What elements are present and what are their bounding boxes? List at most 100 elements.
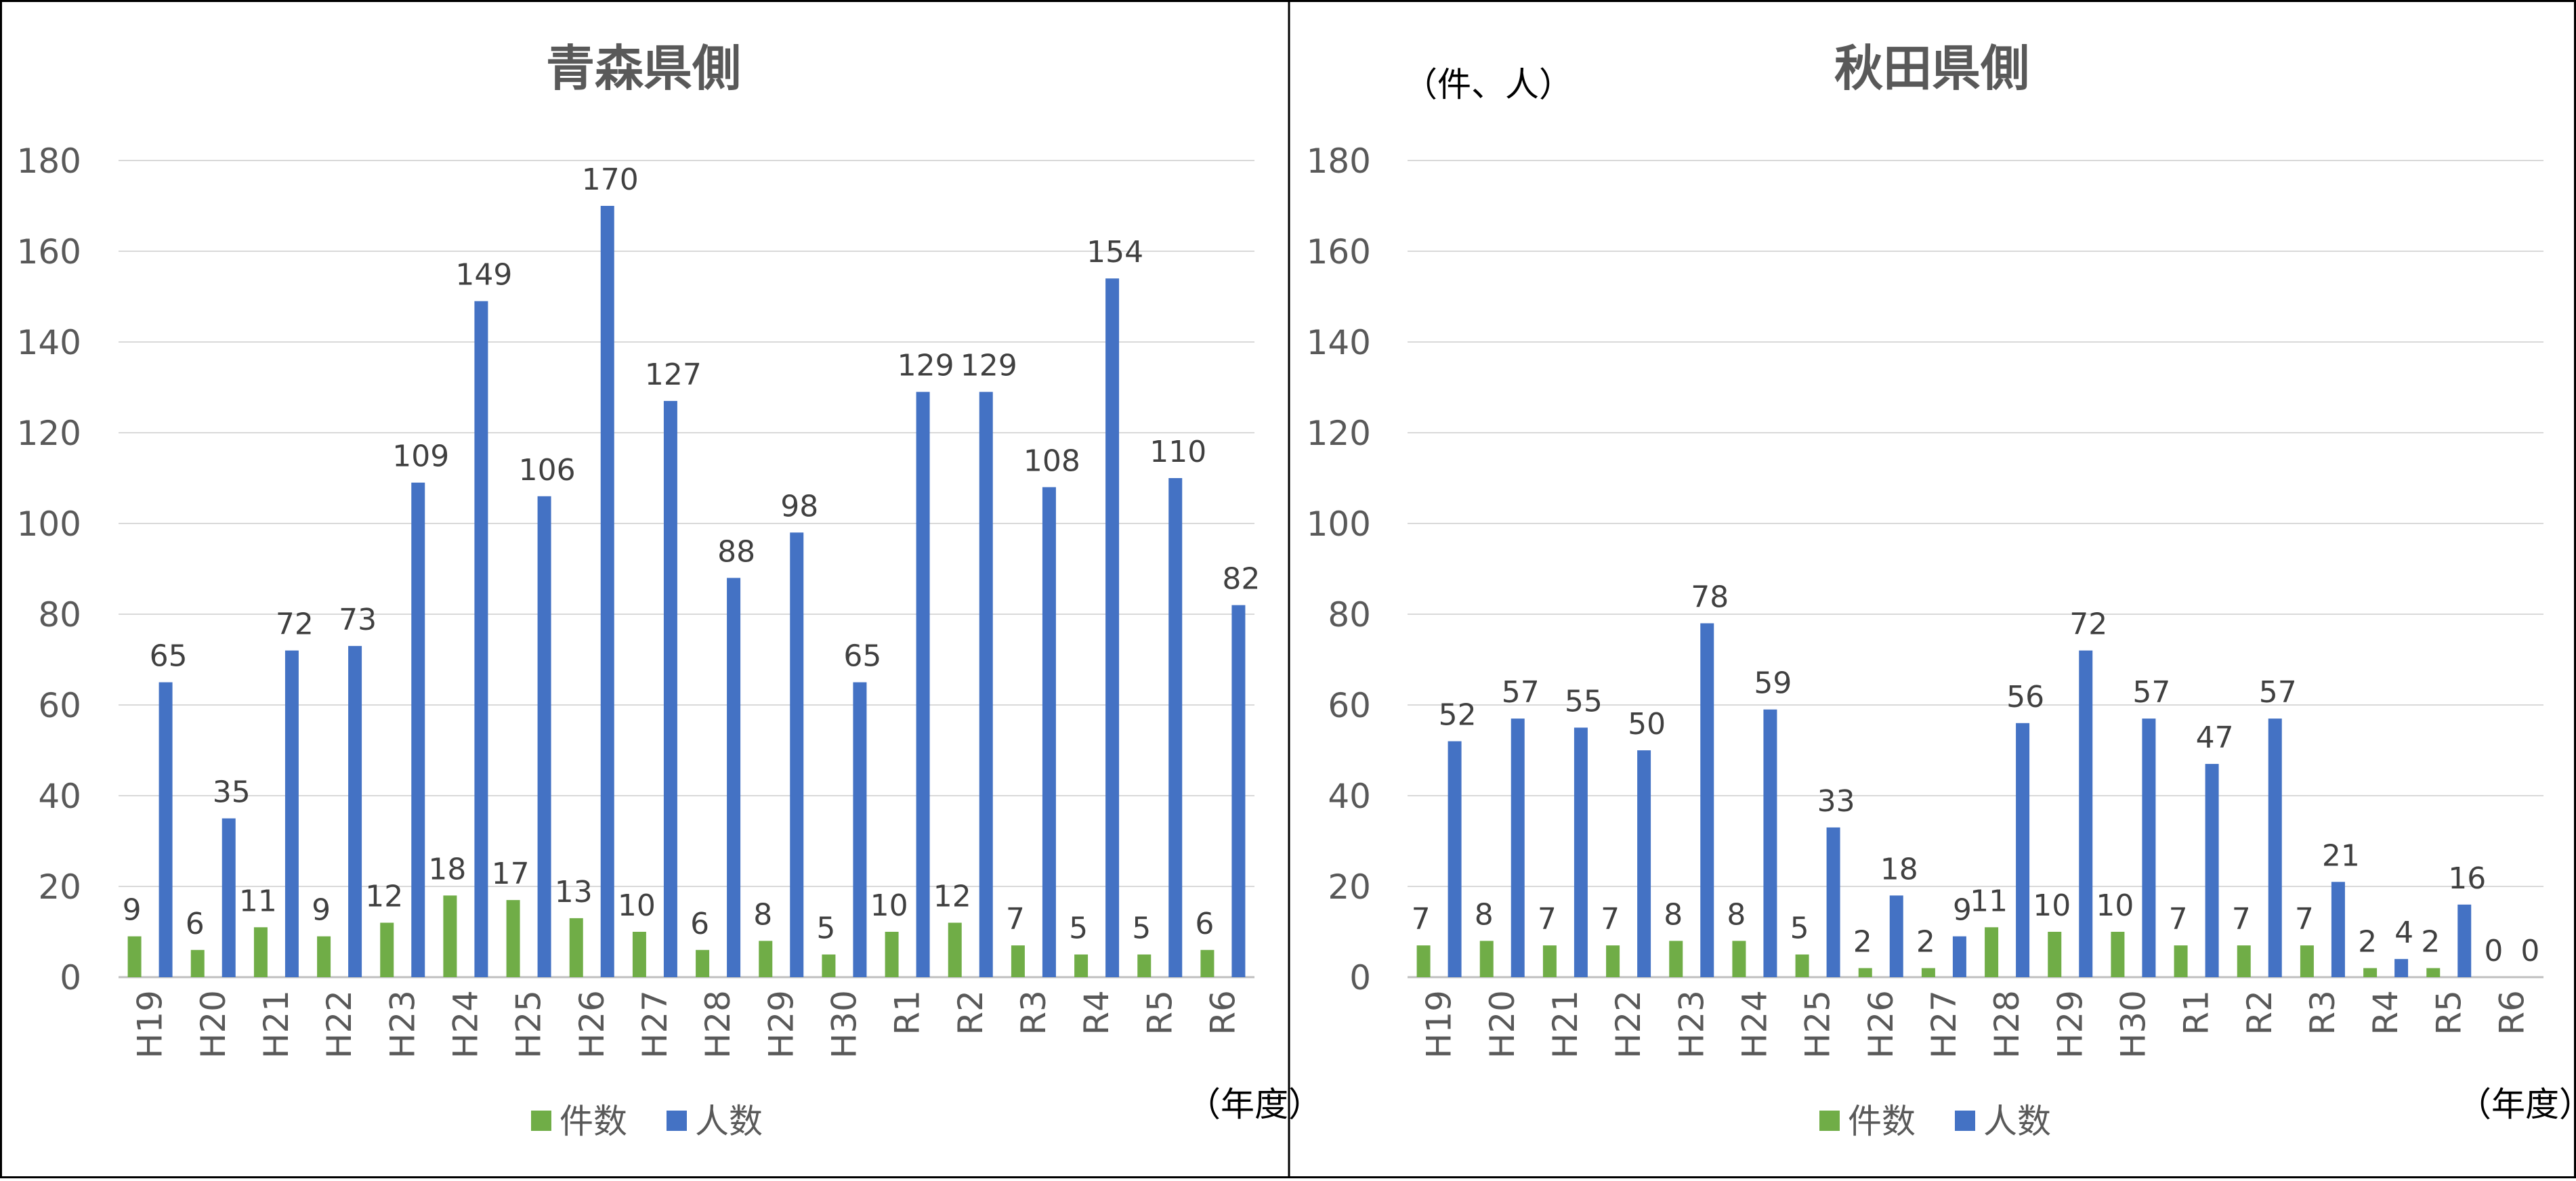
x-tick-label: H23	[1672, 990, 1711, 1058]
x-tick-label: H21	[257, 990, 296, 1058]
y-tick-label: 180	[1307, 142, 1371, 181]
data-label: 7	[1006, 902, 1025, 937]
data-label: 56	[2006, 680, 2044, 714]
bar-人数	[1448, 741, 1462, 977]
x-tick-label: R3	[2303, 990, 2342, 1035]
data-label: 12	[365, 880, 403, 914]
legend-label: 人数	[1983, 1102, 2051, 1141]
x-tick-label: R1	[2177, 990, 2216, 1035]
y-tick-label: 0	[60, 958, 81, 997]
data-label: 106	[519, 453, 576, 488]
bar-人数	[727, 578, 741, 977]
data-label: 7	[1538, 902, 1557, 937]
data-label: 2	[2358, 925, 2377, 960]
x-tick-label: H20	[194, 990, 233, 1058]
data-label: 108	[1023, 444, 1080, 478]
x-tick-label: H29	[761, 990, 801, 1058]
data-label: 5	[1132, 911, 1151, 946]
bar-件数	[2237, 945, 2251, 977]
x-tick-label: H24	[446, 990, 485, 1058]
bar-件数	[127, 936, 142, 977]
y-tick-label: 140	[17, 323, 81, 362]
bar-人数	[1511, 718, 1525, 977]
bar-件数	[506, 900, 520, 977]
bar-人数	[916, 391, 930, 977]
x-tick-label: H19	[131, 990, 170, 1058]
data-label: 59	[1754, 666, 1792, 701]
x-tick-label: H23	[383, 990, 422, 1058]
data-label: 21	[2322, 838, 2360, 873]
bar-人数	[284, 650, 299, 977]
data-label: 5	[816, 911, 835, 946]
y-unit-label: （件、人）	[1403, 65, 1573, 104]
data-label: 57	[2132, 675, 2170, 710]
data-label: 35	[213, 775, 251, 810]
x-tick-label: R2	[2240, 990, 2279, 1035]
data-label: 11	[239, 884, 277, 918]
y-tick-label: 80	[1328, 595, 1371, 635]
data-label: 10	[2096, 888, 2134, 923]
bar-人数	[790, 532, 804, 977]
x-tick-label: H24	[1735, 990, 1774, 1058]
bar-件数	[1074, 954, 1089, 977]
data-label: 47	[2196, 721, 2234, 755]
x-tick-label: H22	[1609, 990, 1648, 1058]
data-label: 9	[123, 893, 142, 928]
bar-人数	[1889, 895, 1903, 977]
x-tick-label: R4	[2366, 990, 2405, 1035]
bar-件数	[380, 922, 394, 977]
bar-件数	[569, 918, 583, 977]
x-tick-label: H30	[824, 990, 864, 1058]
bar-件数	[1669, 941, 1683, 977]
bar-件数	[1606, 945, 1620, 977]
legend-label: 件数	[1848, 1102, 1916, 1141]
y-tick-label: 100	[17, 504, 81, 544]
x-tick-label: H19	[1420, 990, 1459, 1058]
legend-swatch	[1819, 1111, 1840, 1131]
data-label: 16	[2448, 861, 2486, 896]
bar-人数	[2457, 904, 2472, 977]
legend-swatch	[1955, 1111, 1975, 1131]
data-label: 33	[1817, 784, 1855, 819]
data-label: 8	[753, 897, 772, 932]
data-label: 109	[392, 439, 449, 474]
y-tick-label: 20	[1328, 867, 1371, 907]
data-label: 6	[186, 907, 205, 941]
x-tick-label: H30	[2113, 990, 2153, 1058]
y-tick-label: 120	[17, 414, 81, 453]
data-label: 72	[2069, 607, 2107, 642]
y-tick-label: 160	[17, 232, 81, 272]
bar-人数	[600, 206, 614, 977]
y-tick-label: 140	[1307, 323, 1371, 362]
bar-件数	[1137, 954, 1152, 977]
x-tick-label: R5	[1140, 990, 1179, 1035]
x-tick-label: R3	[1014, 990, 1053, 1035]
bar-件数	[822, 954, 836, 977]
bar-件数	[759, 941, 773, 977]
data-label: 170	[582, 163, 639, 197]
y-tick-label: 40	[1328, 777, 1371, 816]
data-label: 12	[933, 880, 971, 914]
y-tick-label: 20	[38, 867, 81, 907]
bar-人数	[1042, 487, 1056, 977]
bar-件数	[253, 927, 268, 977]
x-tick-label: H28	[1987, 990, 2027, 1058]
bar-人数	[1574, 727, 1588, 977]
data-label: 65	[150, 639, 188, 674]
y-tick-label: 60	[38, 686, 81, 725]
data-label: 0	[2520, 934, 2539, 968]
bar-件数	[1732, 941, 1746, 977]
data-label: 154	[1086, 235, 1143, 270]
data-label: 4	[2394, 916, 2413, 950]
bar-件数	[1921, 968, 1935, 977]
bar-件数	[1542, 945, 1557, 977]
x-tick-label: H27	[1924, 990, 1964, 1058]
data-label: 5	[1790, 911, 1809, 946]
data-label: 9	[312, 893, 331, 928]
x-tick-label: H25	[1798, 990, 1838, 1058]
bar-人数	[2394, 959, 2409, 977]
x-tick-label: H22	[320, 990, 359, 1058]
x-tick-label: H26	[1861, 990, 1901, 1058]
bar-件数	[317, 936, 331, 977]
data-label: 7	[2232, 902, 2251, 937]
